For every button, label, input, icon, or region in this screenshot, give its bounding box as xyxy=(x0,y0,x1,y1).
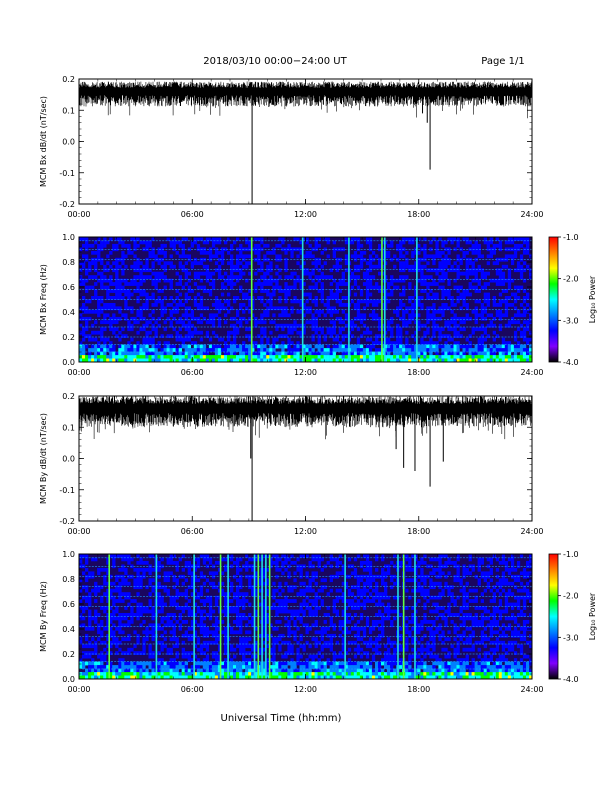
x-tick-label: 24:00 xyxy=(520,368,543,377)
series-trace xyxy=(79,81,532,119)
y-axis-label: MCM Bx Freq (Hz) xyxy=(39,264,48,335)
colorbar-tick-label: -4.0 xyxy=(563,675,579,684)
y-tick-label: 1.0 xyxy=(62,233,75,242)
x-tick-label: 12:00 xyxy=(294,368,317,377)
y-axis-label: MCM By dB/dt (nT/sec) xyxy=(39,413,48,504)
x-axis-title: Universal Time (hh:mm) xyxy=(221,713,342,724)
y-tick-label: 0.2 xyxy=(62,650,75,659)
colorbar-label: Log₁₀ Power xyxy=(588,592,597,640)
colorbar-tick-label: -3.0 xyxy=(563,633,579,642)
y-tick-label: 0.4 xyxy=(62,625,75,634)
y-tick-label: 0.0 xyxy=(62,358,75,367)
y-tick-label: 0.1 xyxy=(62,106,75,115)
colorbar-tick-label: -2.0 xyxy=(563,275,579,284)
y-tick-label: 0.2 xyxy=(62,392,75,401)
colorbar-scale xyxy=(548,553,559,680)
y-axis-label: MCM By Freq (Hz) xyxy=(39,581,48,652)
y-tick-label: -0.2 xyxy=(59,517,75,526)
y-tick-label: 0.2 xyxy=(62,75,75,84)
x-tick-label: 00:00 xyxy=(67,210,90,219)
series-trace xyxy=(79,396,532,440)
colorbar: -1.0 -2.0 -3.0 -4.0 Log₁₀ Power xyxy=(548,233,597,367)
colorbar: -1.0 -2.0 -3.0 -4.0 Log₁₀ Power xyxy=(548,550,597,684)
x-tick-label: 24:00 xyxy=(520,527,543,536)
y-tick-label: 0.0 xyxy=(62,455,75,464)
x-tick-label: 18:00 xyxy=(407,527,430,536)
x-tick-label: 06:00 xyxy=(181,685,204,694)
y-axis-label: MCM Bx dB/dt (nT/sec) xyxy=(39,96,48,187)
y-tick-label: 0.0 xyxy=(62,675,75,684)
colorbar-tick-label: -1.0 xyxy=(563,233,579,242)
x-tick-label: 24:00 xyxy=(520,210,543,219)
x-tick-label: 18:00 xyxy=(407,210,430,219)
y-tick-label: 1.0 xyxy=(62,550,75,559)
x-tick-label: 00:00 xyxy=(67,368,90,377)
x-tick-label: 24:00 xyxy=(520,685,543,694)
x-tick-label: 06:00 xyxy=(181,210,204,219)
y-tick-label: -0.1 xyxy=(59,169,75,178)
y-tick-label: 0.8 xyxy=(62,258,75,267)
colorbar-tick-label: -4.0 xyxy=(563,358,579,367)
colorbar-tick-label: -3.0 xyxy=(563,316,579,325)
x-tick-label: 06:00 xyxy=(181,368,204,377)
panel-1: 0.2 0.1 0.0 -0.1 -0.200:00 06:00 12:00 18:00 24:… xyxy=(39,75,544,219)
y-tick-label: 0.6 xyxy=(62,600,75,609)
heatmap-cells xyxy=(79,237,532,362)
x-tick-label: 12:00 xyxy=(294,685,317,694)
y-tick-label: 0.8 xyxy=(62,575,75,584)
y-tick-label: -0.1 xyxy=(59,486,75,495)
x-tick-label: 12:00 xyxy=(294,210,317,219)
panel-2: -1.0 -2.0 -3.0 -4.0 Log₁₀ Power 1.0 0.8 0.6 0.4 0… xyxy=(39,233,597,377)
y-tick-label: 0.6 xyxy=(62,283,75,292)
panel-4: -1.0 -2.0 -3.0 -4.0 Log₁₀ Power 1.0 0.8 0.6 0.4 0… xyxy=(39,550,597,694)
x-tick-label: 00:00 xyxy=(67,685,90,694)
y-tick-label: 0.1 xyxy=(62,423,75,432)
colorbar-scale xyxy=(548,236,559,363)
x-tick-label: 00:00 xyxy=(67,527,90,536)
y-tick-label: -0.2 xyxy=(59,200,75,209)
y-tick-label: 0.4 xyxy=(62,308,75,317)
colorbar-label: Log₁₀ Power xyxy=(588,275,597,323)
colorbar-tick-label: -1.0 xyxy=(563,550,579,559)
figure-title: 2018/03/10 00:00−24:00 UT xyxy=(203,56,347,67)
x-tick-label: 12:00 xyxy=(294,527,317,536)
page-indicator: Page 1/1 xyxy=(481,56,524,67)
panel-3: 0.2 0.1 0.0 -0.1 -0.200:00 06:00 12:00 18:00 24:… xyxy=(39,392,544,536)
y-tick-label: 0.0 xyxy=(62,138,75,147)
y-tick-label: 0.2 xyxy=(62,333,75,342)
x-tick-label: 18:00 xyxy=(407,368,430,377)
x-tick-label: 06:00 xyxy=(181,527,204,536)
heatmap-cells xyxy=(79,554,532,679)
colorbar-tick-label: -2.0 xyxy=(563,592,579,601)
x-tick-label: 18:00 xyxy=(407,685,430,694)
